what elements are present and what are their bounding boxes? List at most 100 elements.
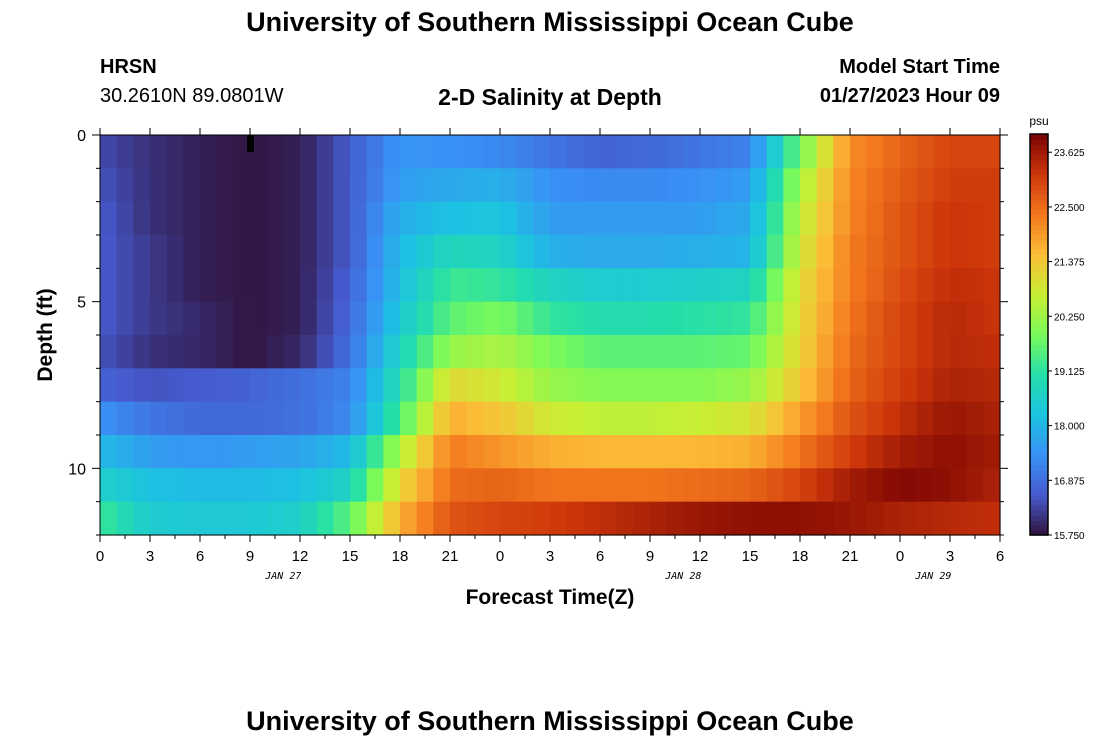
heatmap-cell <box>316 435 334 469</box>
heatmap-cell <box>316 135 334 169</box>
heatmap-cell <box>750 368 768 403</box>
x-tick-label: 18 <box>392 548 409 565</box>
heatmap-cell <box>916 501 934 536</box>
heatmap-cell <box>416 435 434 469</box>
heatmap-cell <box>816 168 834 203</box>
colorbar-band <box>1030 244 1048 250</box>
heatmap-cell <box>566 235 584 269</box>
heatmap-cell <box>183 401 201 436</box>
heatmap-cell <box>633 368 651 403</box>
heatmap-cell <box>333 201 351 236</box>
colorbar-band <box>1030 359 1048 366</box>
heatmap-cell <box>983 468 1001 503</box>
main-title: University of Southern Mississippi Ocean… <box>246 7 854 37</box>
colorbar-band <box>1030 529 1048 536</box>
heatmap-cell <box>966 301 984 336</box>
heatmap-cell <box>350 368 368 403</box>
y-tick-label: 5 <box>77 295 86 312</box>
colorbar-band <box>1030 439 1048 446</box>
colorbar-band <box>1030 469 1048 476</box>
heatmap-cell <box>583 435 601 469</box>
heatmap-cell <box>400 168 418 203</box>
heatmap-cell <box>366 368 384 403</box>
heatmap-cell <box>733 401 751 436</box>
heatmap-cell <box>833 435 851 469</box>
colorbar-band <box>1030 384 1048 391</box>
heatmap-cell <box>650 368 668 403</box>
heatmap-cell <box>450 368 468 403</box>
heatmap-cell <box>983 435 1001 469</box>
heatmap-cell <box>683 301 701 336</box>
colorbar-tick-label: 23.625 <box>1054 148 1085 159</box>
colorbar-band <box>1030 314 1048 321</box>
heatmap-cell <box>950 235 968 269</box>
colorbar-band <box>1030 159 1048 165</box>
heatmap-cell <box>500 168 518 203</box>
heatmap-cell <box>600 168 618 203</box>
heatmap-cell <box>183 301 201 336</box>
heatmap-cell <box>833 135 851 169</box>
heatmap-cell <box>200 401 218 436</box>
heatmap-cell <box>300 135 318 169</box>
date-label: JAN 27 <box>264 571 301 582</box>
heatmap-cell <box>616 235 634 269</box>
colorbar-band <box>1030 289 1048 295</box>
colorbar-band <box>1030 134 1048 140</box>
heatmap-cell <box>266 335 284 369</box>
heatmap-cell <box>483 401 501 436</box>
heatmap-cell <box>516 268 534 303</box>
heatmap-cell <box>816 201 834 236</box>
colorbar-band <box>1030 464 1048 471</box>
heatmap-cell <box>833 201 851 236</box>
heatmap-cell <box>266 501 284 536</box>
colorbar-band <box>1030 209 1048 215</box>
heatmap-cell <box>483 301 501 336</box>
heatmap-cell <box>950 201 968 236</box>
heatmap-cell <box>366 135 384 169</box>
heatmap-cell <box>533 435 551 469</box>
heatmap-cell <box>783 268 801 303</box>
heatmap-cell <box>183 435 201 469</box>
heatmap-cell <box>466 201 484 236</box>
chart-title: 2-D Salinity at Depth <box>438 84 662 110</box>
heatmap-cell <box>666 168 684 203</box>
heatmap-cell <box>816 435 834 469</box>
heatmap-cell <box>283 501 301 536</box>
heatmap-cell <box>133 268 151 303</box>
heatmap-cell <box>666 301 684 336</box>
heatmap-cell <box>850 201 868 236</box>
heatmap-cell <box>383 468 401 503</box>
heatmap-cell <box>466 135 484 169</box>
heatmap-cell <box>383 501 401 536</box>
heatmap-cell <box>366 501 384 536</box>
heatmap-cell <box>166 335 184 369</box>
heatmap-cell <box>483 368 501 403</box>
heatmap-cell <box>150 468 168 503</box>
heatmap-cell <box>383 301 401 336</box>
heatmap-cell <box>116 135 134 169</box>
heatmap-cell <box>500 135 518 169</box>
heatmap-cell <box>100 235 118 269</box>
heatmap-cell <box>583 401 601 436</box>
heatmap-cell <box>750 301 768 336</box>
y-axis: 0 5 10 <box>68 128 1008 536</box>
heatmap-cell <box>666 435 684 469</box>
heatmap-cell <box>116 335 134 369</box>
heatmap-cell <box>200 201 218 236</box>
colorbar: 15.750 16.875 18.000 19.125 20.250 21.375 22.5… <box>1029 133 1085 542</box>
heatmap-cell <box>883 201 901 236</box>
heatmap-cell <box>283 368 301 403</box>
heatmap-cell <box>366 335 384 369</box>
heatmap-cell <box>333 368 351 403</box>
heatmap-cell <box>500 435 518 469</box>
heatmap-cell <box>716 501 734 536</box>
heatmap-cell <box>650 335 668 369</box>
heatmap-cell <box>216 135 234 169</box>
heatmap-cell <box>850 268 868 303</box>
heatmap-cell <box>833 235 851 269</box>
heatmap-cell <box>883 335 901 369</box>
heatmap-cell <box>750 501 768 536</box>
colorbar-band <box>1030 519 1048 526</box>
heatmap-cell <box>100 501 118 536</box>
colorbar-band <box>1030 139 1048 145</box>
